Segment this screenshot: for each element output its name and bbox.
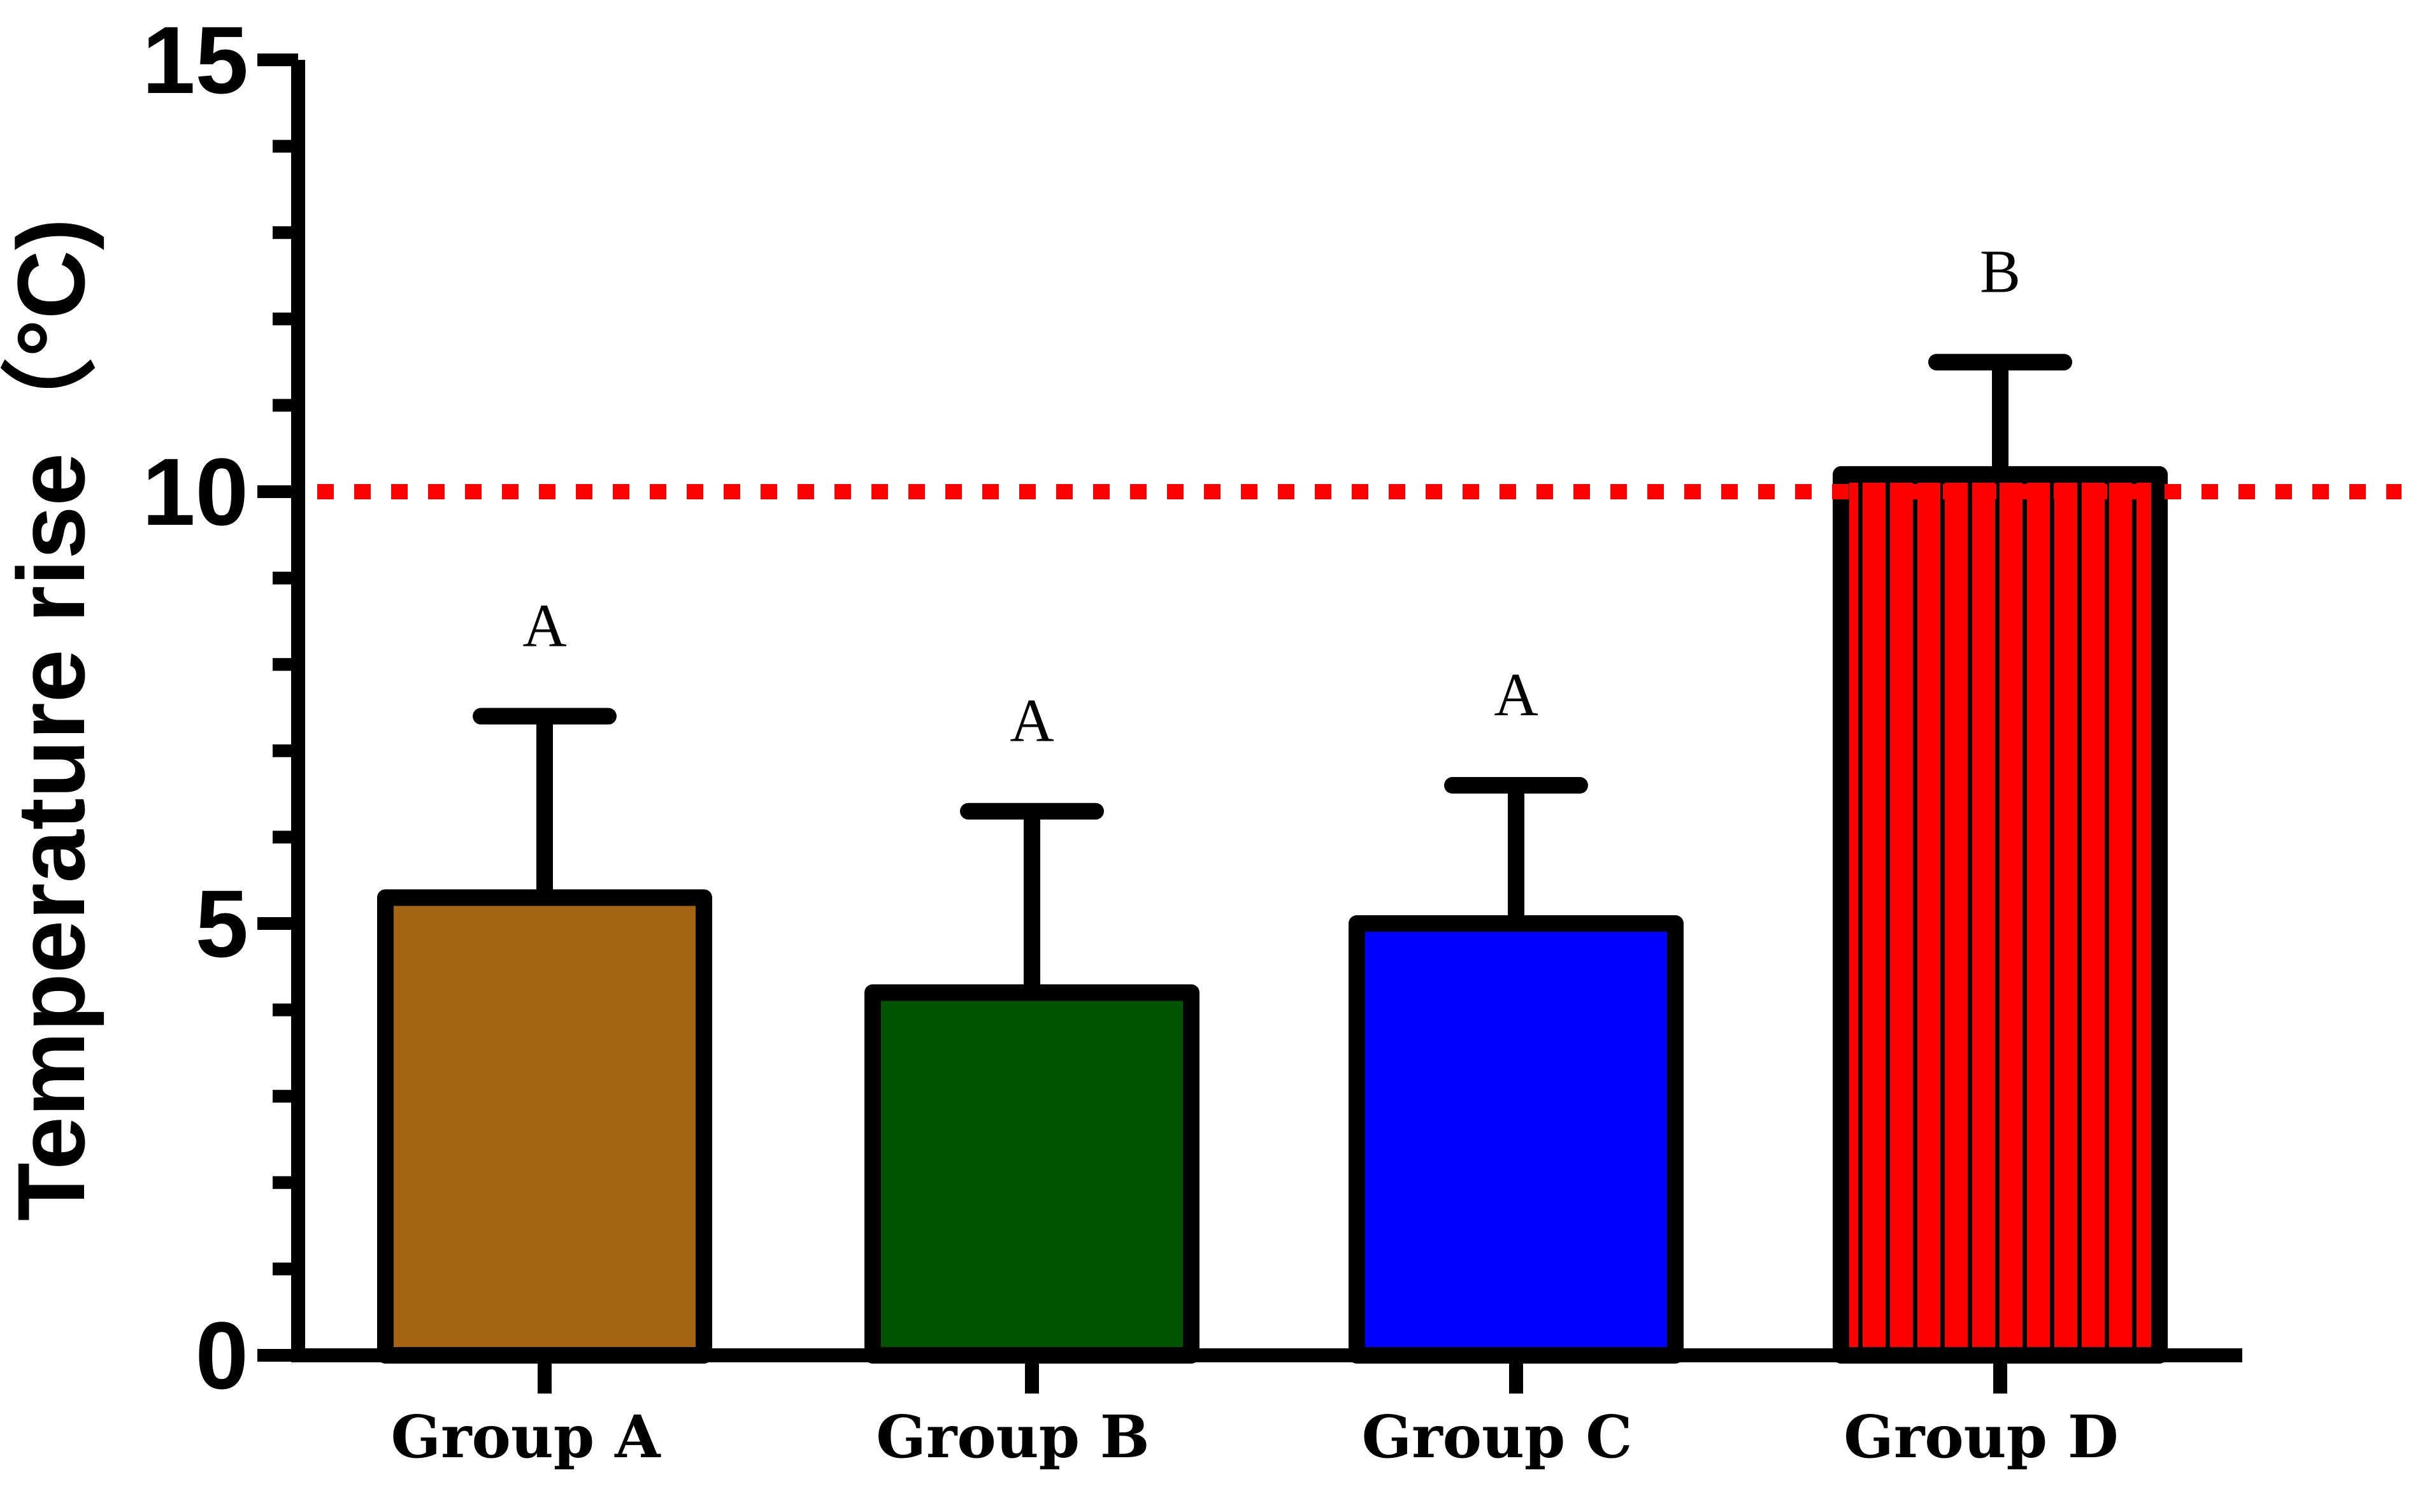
- x-tick-label-group-b: Group B: [876, 1402, 1149, 1471]
- x-ticks-layer: [538, 1355, 2007, 1394]
- y-tick-label-10: 10: [142, 438, 248, 545]
- axes-layer: [291, 60, 2242, 1362]
- error-bar-group-d: [1928, 353, 2072, 474]
- y-ticks-layer: [257, 53, 298, 1362]
- bar-group-c: [1349, 915, 1684, 1364]
- x-tick-label-group-d: Group D: [1844, 1402, 2118, 1471]
- x-tick-label-group-a: Group A: [390, 1402, 661, 1471]
- error-bar-group-c: [1444, 777, 1588, 924]
- significance-letter-group-c: A: [1494, 660, 1538, 729]
- significance-letter-group-d: B: [1980, 238, 2021, 306]
- bars-layer: [377, 466, 2168, 1364]
- labels-layer: A Group A A Group B A Group C B Group D 0 5 10 15: [142, 6, 2119, 1471]
- y-tick-label-15: 15: [142, 6, 248, 113]
- y-tick-label-5: 5: [196, 870, 248, 977]
- significance-letter-group-b: A: [1010, 687, 1054, 755]
- bar-group-b: [864, 984, 1199, 1364]
- error-bar-group-b: [960, 802, 1104, 993]
- error-bar-group-a: [473, 708, 617, 898]
- y-axis-title: Temperature rise（°C): [0, 218, 104, 1221]
- error-bars-layer: [473, 353, 2072, 993]
- significance-letter-group-a: A: [522, 592, 566, 660]
- bar-group-a: [377, 889, 712, 1364]
- bar-group-d: [1833, 466, 2168, 1364]
- y-tick-label-0: 0: [196, 1302, 248, 1409]
- x-tick-label-group-c: Group C: [1362, 1402, 1633, 1471]
